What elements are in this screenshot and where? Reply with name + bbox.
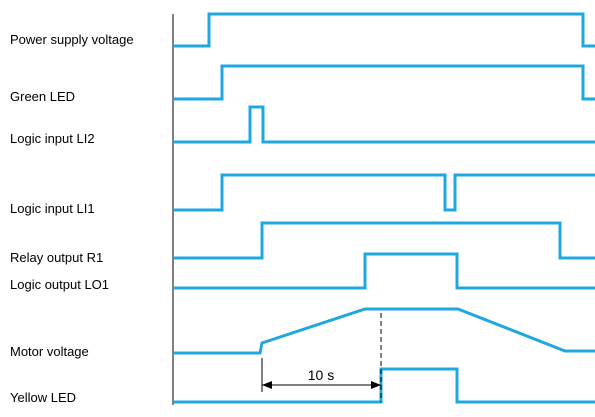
waveform-relay-output-r1 [173,221,595,260]
waveform-logic-input-li2 [173,105,595,144]
delay-arrow-right [371,381,381,389]
delay-arrow-left [262,381,272,389]
label-green-led: Green LED [10,89,75,104]
label-logic-output-lo1: Logic output LO1 [10,277,109,292]
waveform-yellow-led [173,367,595,404]
waveform-power-supply-voltage [173,12,595,48]
waveform-motor-voltage [173,307,595,355]
label-power-supply-voltage: Power supply voltage [10,32,134,47]
label-yellow-led: Yellow LED [10,390,76,405]
label-motor-voltage: Motor voltage [10,344,89,359]
label-relay-output-r1: Relay output R1 [10,250,103,265]
delay-label: 10 s [308,367,334,383]
waveform-logic-output-lo1 [173,252,595,290]
label-logic-input-li1: Logic input LI1 [10,201,95,216]
waveform-logic-input-li1 [173,173,595,212]
label-logic-input-li2: Logic input LI2 [10,131,95,146]
waveform-green-led [173,64,595,101]
